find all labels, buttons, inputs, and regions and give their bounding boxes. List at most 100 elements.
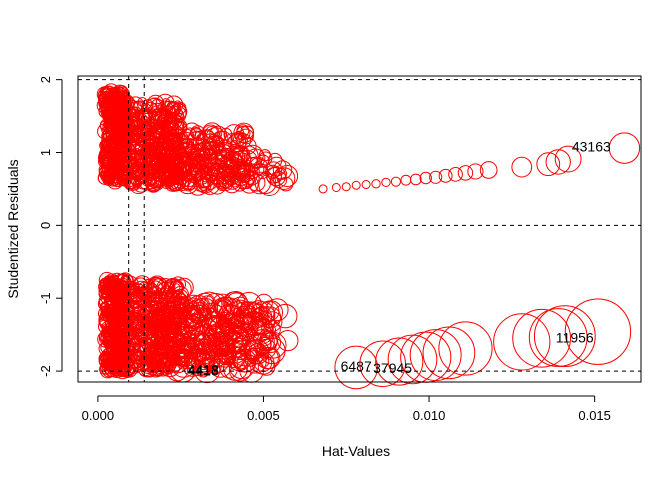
data-point — [251, 317, 274, 341]
data-point — [259, 331, 282, 354]
data-point — [131, 177, 142, 187]
data-point — [511, 156, 533, 178]
data-point — [233, 161, 247, 175]
data-point — [258, 173, 281, 197]
data-point — [100, 138, 110, 148]
data-point — [147, 278, 167, 297]
data-point — [536, 152, 561, 177]
point-label: 37945 — [373, 360, 412, 376]
data-point — [554, 145, 582, 173]
data-point — [164, 105, 176, 117]
plot-frame — [77, 75, 642, 383]
data-point — [240, 125, 254, 140]
data-point — [178, 157, 194, 173]
y-tick-label: 1 — [38, 149, 53, 156]
data-point — [114, 100, 123, 109]
data-point — [143, 130, 154, 142]
data-point — [257, 306, 276, 324]
data-point — [381, 177, 391, 188]
data-point — [109, 321, 122, 334]
data-point — [272, 160, 293, 180]
data-point — [132, 304, 152, 324]
data-point — [331, 182, 341, 192]
data-point — [341, 182, 351, 192]
data-point — [261, 319, 281, 340]
data-point — [153, 153, 172, 171]
data-point — [97, 171, 112, 185]
data-point — [172, 323, 196, 347]
data-point — [145, 142, 162, 159]
data-point — [174, 157, 187, 170]
data-point — [143, 278, 155, 291]
data-point — [168, 317, 186, 335]
data-point — [375, 337, 424, 386]
data-point — [138, 127, 152, 141]
data-point — [145, 101, 157, 114]
data-point — [99, 98, 113, 112]
data-point — [122, 333, 141, 353]
data-point — [409, 329, 462, 382]
data-point — [156, 308, 181, 333]
data-point — [115, 85, 129, 99]
data-point — [225, 341, 247, 364]
data-point — [125, 162, 139, 175]
data-point — [139, 137, 152, 150]
data-point — [100, 332, 113, 345]
data-point — [135, 352, 153, 370]
data-point — [109, 360, 126, 377]
data-point — [236, 162, 256, 182]
data-point — [141, 165, 154, 177]
point-label: 4418 — [188, 362, 219, 378]
data-point — [127, 176, 142, 191]
data-point — [161, 98, 171, 108]
data-point — [533, 305, 596, 368]
data-point — [438, 168, 453, 183]
data-point — [119, 130, 135, 147]
x-tick-label: 0.010 — [413, 408, 446, 423]
data-point — [173, 100, 182, 108]
data-point — [110, 86, 121, 97]
data-point — [318, 184, 328, 194]
data-point — [493, 313, 551, 371]
data-point — [98, 163, 112, 177]
data-point — [150, 176, 165, 191]
data-point — [153, 338, 181, 366]
data-point — [189, 330, 212, 354]
point-label: 4413 — [188, 362, 219, 378]
data-point — [106, 156, 120, 170]
data-point — [178, 337, 196, 355]
data-point — [190, 125, 205, 141]
data-point — [156, 302, 172, 318]
data-point — [144, 302, 154, 312]
data-point — [512, 308, 572, 368]
data-point — [115, 300, 129, 315]
data-point — [194, 353, 216, 374]
data-point — [214, 150, 232, 168]
data-point — [109, 139, 126, 156]
data-point — [122, 283, 141, 302]
data-point — [181, 159, 203, 181]
y-tick-label: -1 — [38, 292, 53, 304]
reference-lines — [78, 76, 641, 382]
data-point — [273, 303, 298, 329]
data-point — [113, 176, 122, 185]
data-point — [258, 347, 281, 370]
data-point — [232, 301, 257, 325]
data-point — [137, 331, 148, 343]
data-point — [230, 131, 248, 149]
data-point — [422, 326, 476, 380]
data-point — [144, 172, 164, 192]
data-point — [124, 312, 136, 325]
data-point — [108, 87, 120, 99]
y-axis: -2 -1 0 1 2 — [38, 76, 63, 377]
data-point — [183, 358, 202, 377]
data-point — [105, 292, 122, 309]
data-point — [142, 109, 155, 122]
data-point — [150, 332, 167, 349]
x-axis: 0.000 0.005 0.010 0.015 — [82, 395, 611, 423]
data-point — [457, 165, 474, 181]
data-point — [99, 152, 115, 168]
data-point — [419, 171, 432, 185]
